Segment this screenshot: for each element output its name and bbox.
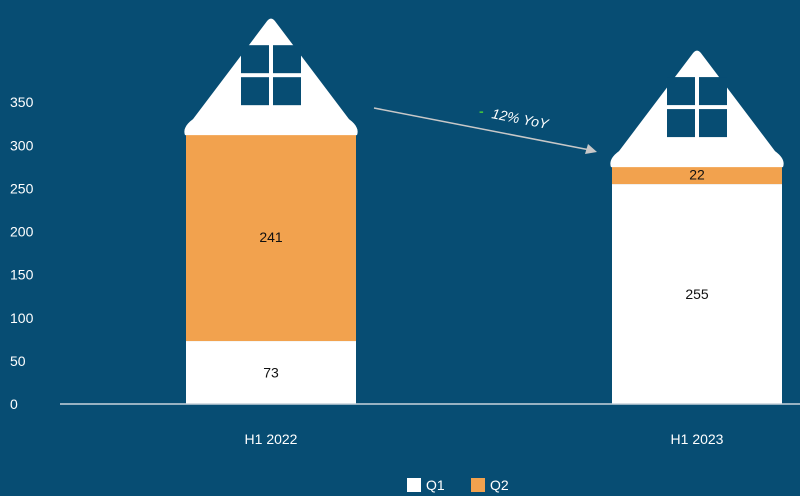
window-pane-icon <box>241 45 269 74</box>
legend-swatch-q2 <box>471 478 485 492</box>
legend-label: Q2 <box>490 477 509 493</box>
window-pane-icon <box>699 77 727 106</box>
house-roofs <box>184 18 784 168</box>
y-tick-label: 200 <box>10 224 34 240</box>
window-pane-icon <box>273 45 301 74</box>
x-tick-label: H1 2022 <box>245 431 298 447</box>
data-label: 241 <box>259 229 283 245</box>
data-label: 255 <box>685 286 709 302</box>
window-pane-icon <box>699 109 727 138</box>
bars: 73 241 255 22 <box>186 133 782 404</box>
legend-swatch-q1 <box>407 478 421 492</box>
legend: Q1 Q2 <box>407 477 509 493</box>
x-axis-category-labels: H1 2022 H1 2023 <box>245 431 724 447</box>
y-tick-label: 0 <box>10 396 18 412</box>
bar-segment-q1 <box>612 184 782 404</box>
y-tick-label: 150 <box>10 267 34 283</box>
data-label: 73 <box>263 365 279 381</box>
window-pane-icon <box>273 77 301 106</box>
yoy-arrow <box>373 107 591 151</box>
window-pane-icon <box>667 77 695 106</box>
y-tick-label: 50 <box>10 353 26 369</box>
yoy-arrowhead <box>585 144 597 154</box>
y-tick-label: 250 <box>10 180 34 196</box>
y-axis-ticks: 0 50 100 150 200 250 300 350 <box>10 94 34 412</box>
window-pane-icon <box>241 77 269 106</box>
y-tick-label: 100 <box>10 310 34 326</box>
bar-segment-q1 <box>186 341 356 404</box>
data-label: 22 <box>689 167 705 183</box>
yoy-annotation: - 12% YoY <box>373 103 597 154</box>
house-roof-icon <box>184 18 358 136</box>
y-tick-label: 350 <box>10 94 34 110</box>
x-tick-label: H1 2023 <box>671 431 724 447</box>
yoy-text: 12% YoY <box>490 105 551 132</box>
bar-segment-q2 <box>612 165 782 185</box>
bar-segment-q2 <box>186 133 356 342</box>
y-tick-label: 300 <box>10 137 34 153</box>
legend-label: Q1 <box>426 477 445 493</box>
house-roof-icon <box>610 50 784 168</box>
yoy-dash: - <box>479 103 484 119</box>
window-pane-icon <box>667 109 695 138</box>
